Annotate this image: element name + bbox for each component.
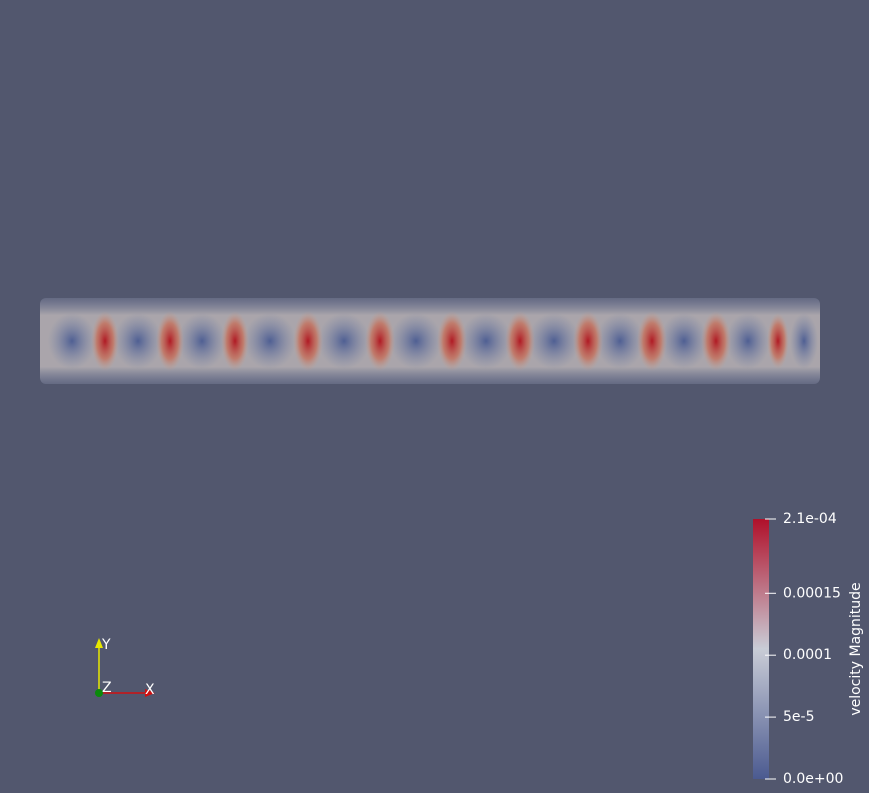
color-bar-tick-label: 0.0001 (783, 647, 832, 663)
color-bar-tick-label: 2.1e-04 (783, 511, 837, 527)
color-bar-tick-label: 0.0e+00 (783, 771, 843, 787)
orientation-axes: Y Z X (95, 637, 155, 698)
color-bar-tick-label: 0.00015 (783, 585, 841, 601)
color-bar (753, 519, 769, 779)
z-axis-label: Z (102, 680, 112, 696)
color-bar-tick-label: 5e-5 (783, 709, 814, 725)
y-axis-label: Y (101, 637, 111, 653)
flow-field (40, 298, 820, 384)
color-bar-title: velocity Magnitude (848, 582, 864, 715)
x-axis-label: X (145, 682, 155, 698)
